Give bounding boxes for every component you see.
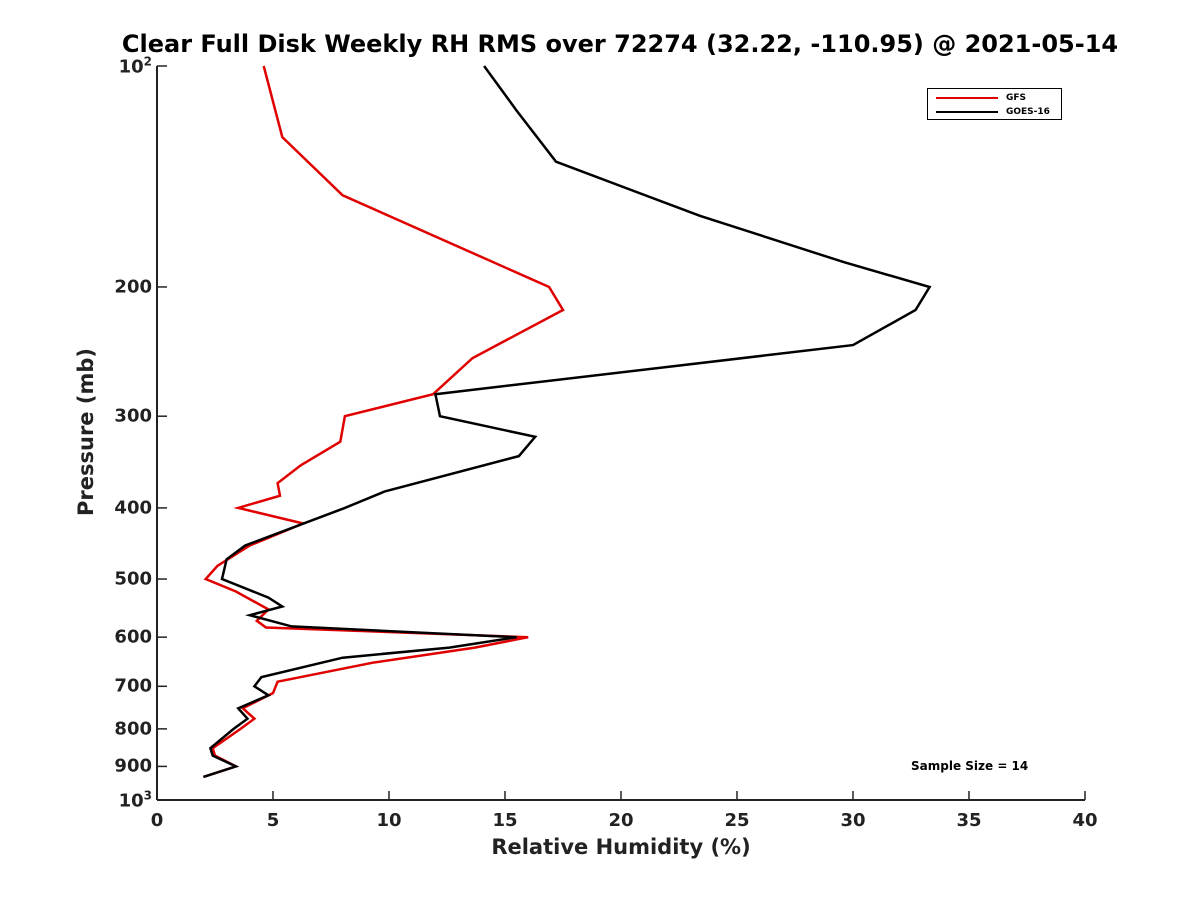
- legend-item-gfs: GFS: [936, 91, 1026, 104]
- x-tick-label: 5: [266, 810, 280, 831]
- legend-item-goes16: GOES-16: [936, 105, 1050, 118]
- x-tick-label: 0: [150, 810, 164, 831]
- legend-swatch-gfs: [936, 96, 998, 99]
- x-tick-label: 15: [492, 810, 518, 831]
- chart-title: Clear Full Disk Weekly RH RMS over 72274…: [121, 30, 1119, 58]
- y-tick-label: 103: [119, 789, 152, 812]
- y-tick-base: 10: [118, 790, 144, 812]
- plot-axes: [156, 65, 1086, 801]
- y-tick-label: 102: [119, 55, 152, 78]
- x-tick-label: 25: [724, 810, 750, 831]
- x-axis-label: Relative Humidity (%): [491, 835, 751, 859]
- series-lines: [203, 65, 932, 779]
- x-tick-label: 35: [956, 810, 982, 831]
- y-tick-label: 500: [114, 568, 152, 590]
- x-tick-label: 20: [608, 810, 634, 831]
- y-axis-label: Pressure (mb): [74, 348, 98, 516]
- x-tick-label: 10: [376, 810, 402, 831]
- legend-label-goes16: GOES-16: [1006, 106, 1050, 117]
- y-tick-base: 10: [118, 56, 144, 78]
- legend-label-gfs: GFS: [1006, 92, 1027, 103]
- sample-size-annotation: Sample Size = 14: [911, 759, 1029, 773]
- series-line-goes16: [203, 65, 932, 779]
- x-tick-label: 40: [1072, 810, 1098, 831]
- legend-swatch-goes16: [936, 110, 998, 113]
- y-tick-label: 800: [114, 718, 152, 740]
- y-tick-label: 200: [114, 276, 152, 298]
- y-tick-label: 900: [114, 755, 152, 777]
- y-tick-label: 600: [114, 626, 152, 648]
- y-tick-exponent: 3: [143, 788, 152, 803]
- y-tick-label: 700: [114, 675, 152, 697]
- y-tick-exponent: 2: [143, 54, 152, 69]
- legend: GFS GOES-16: [927, 88, 1062, 120]
- y-tick-label: 300: [114, 405, 152, 427]
- x-tick-label: 30: [840, 810, 866, 831]
- series-line-gfs: [203, 65, 565, 779]
- y-tick-label: 400: [114, 497, 152, 519]
